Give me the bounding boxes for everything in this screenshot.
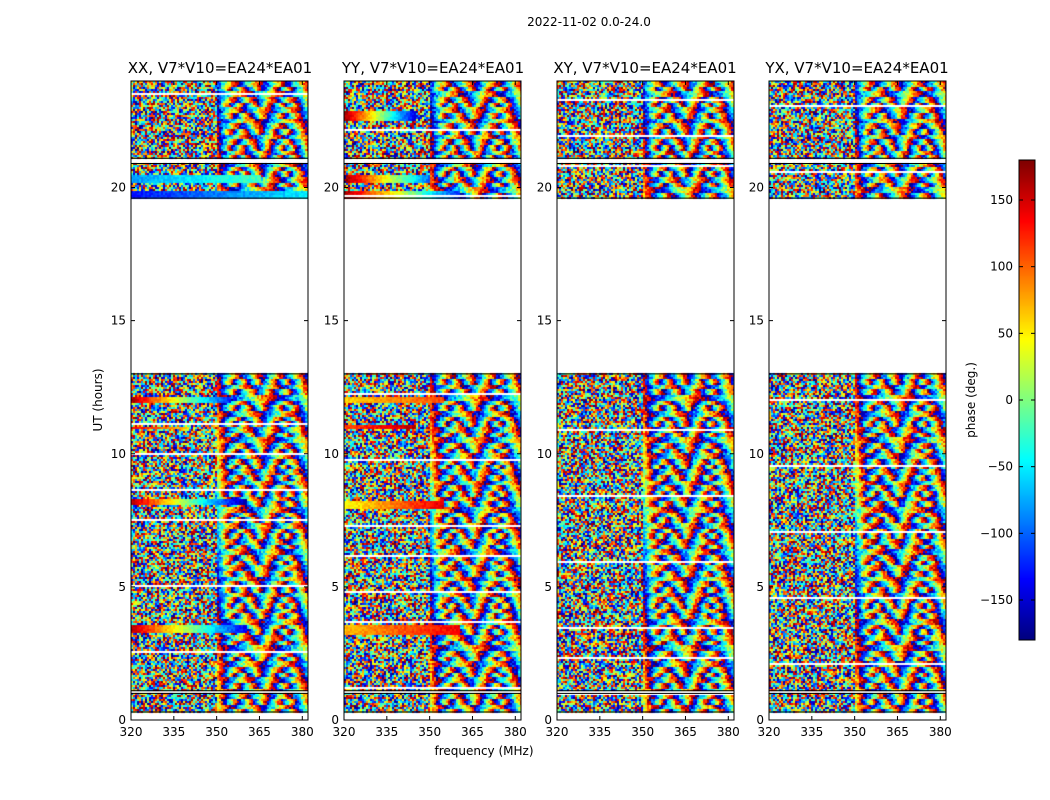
x-tick-label: 380 <box>504 725 527 739</box>
x-tick-label: 320 <box>758 725 781 739</box>
y-tick-label: 0 <box>544 713 552 727</box>
panel-xy: XY, V7*V10=EA24*EA01 320 335 350 365 380 0 5 10… <box>537 59 740 739</box>
y-tick-label: 15 <box>537 314 552 328</box>
y-axis-label: UT (hours) <box>91 368 105 431</box>
x-axis-label: frequency (MHz) <box>434 744 533 758</box>
heatmap-yx: 320 335 350 365 380 0 5 10 15 20 <box>749 80 952 739</box>
y-tick-label: 5 <box>118 580 126 594</box>
y-tick-label: 15 <box>324 314 339 328</box>
panel-title-xx: XX, V7*V10=EA24*EA01 <box>128 59 312 77</box>
colorbar-tick-label: 100 <box>990 260 1013 274</box>
x-tick-label: 365 <box>248 725 271 739</box>
colorbar: 150 100 50 0 −50 −100 −150 <box>980 159 1036 641</box>
y-tick-label: 5 <box>756 580 764 594</box>
colorbar-tick-label: 50 <box>998 326 1013 340</box>
colorbar-tick-label: 150 <box>990 193 1013 207</box>
x-tick-label: 320 <box>546 725 569 739</box>
y-tick-label: 10 <box>111 447 126 461</box>
x-tick-label: 335 <box>800 725 823 739</box>
x-tick-label: 350 <box>418 725 441 739</box>
x-tick-label: 350 <box>843 725 866 739</box>
x-tick-label: 320 <box>120 725 143 739</box>
x-tick-label: 365 <box>886 725 909 739</box>
y-tick-label: 20 <box>111 181 126 195</box>
panel-title-xy: XY, V7*V10=EA24*EA01 <box>553 59 736 77</box>
axes-frame <box>130 80 309 721</box>
y-tick-label: 0 <box>756 713 764 727</box>
phase-image <box>557 81 734 720</box>
y-tick-label: 10 <box>537 447 552 461</box>
colorbar-tick-label: −50 <box>988 460 1013 474</box>
x-tick-label: 365 <box>461 725 484 739</box>
heatmap-xy: 320 335 350 365 380 0 5 10 15 20 <box>537 80 740 739</box>
x-tick-label: 335 <box>162 725 185 739</box>
x-tick-label: 380 <box>929 725 952 739</box>
colorbar-tick-label: −100 <box>980 526 1013 540</box>
y-tick-label: 0 <box>331 713 339 727</box>
x-tick-label: 350 <box>205 725 228 739</box>
figure-title: 2022-11-02 0.0-24.0 <box>527 15 651 29</box>
y-tick-label: 15 <box>111 314 126 328</box>
y-tick-label: 5 <box>544 580 552 594</box>
y-tick-label: 15 <box>749 314 764 328</box>
x-tick-label: 380 <box>717 725 740 739</box>
phase-image <box>344 81 521 720</box>
heatmap-yy: 320 335 350 365 380 0 5 10 15 20 <box>324 80 527 739</box>
heatmap-xx: 320 335 350 365 380 0 5 10 15 20 <box>111 80 314 739</box>
panel-yx: YX, V7*V10=EA24*EA01 320 335 350 365 380 0 5 10… <box>749 59 952 739</box>
y-tick-label: 5 <box>331 580 339 594</box>
colorbar-tick-label: −150 <box>980 593 1013 607</box>
colorbar-tick-label: 0 <box>1005 393 1013 407</box>
axes-frame <box>768 80 947 721</box>
x-tick-label: 335 <box>588 725 611 739</box>
x-tick-label: 350 <box>631 725 654 739</box>
panel-title-yy: YY, V7*V10=EA24*EA01 <box>341 59 524 77</box>
phase-image <box>769 81 946 720</box>
x-tick-label: 365 <box>674 725 697 739</box>
y-tick-label: 20 <box>537 181 552 195</box>
phase-image <box>131 81 308 720</box>
panel-title-yx: YX, V7*V10=EA24*EA01 <box>764 59 948 77</box>
y-tick-label: 0 <box>118 713 126 727</box>
panel-xx: XX, V7*V10=EA24*EA01 320 335 350 365 380 0 5 10… <box>111 59 314 739</box>
y-tick-label: 10 <box>324 447 339 461</box>
y-tick-label: 20 <box>324 181 339 195</box>
axes-frame <box>556 80 735 721</box>
x-tick-label: 335 <box>375 725 398 739</box>
x-tick-label: 320 <box>333 725 356 739</box>
colorbar-label: phase (deg.) <box>964 362 978 438</box>
axes-frame <box>343 80 522 721</box>
x-tick-label: 380 <box>291 725 314 739</box>
y-tick-label: 10 <box>749 447 764 461</box>
y-tick-label: 20 <box>749 181 764 195</box>
panel-yy: YY, V7*V10=EA24*EA01 320 335 350 365 380 0 5 10… <box>324 59 527 739</box>
colorbar-gradient <box>1019 160 1035 640</box>
